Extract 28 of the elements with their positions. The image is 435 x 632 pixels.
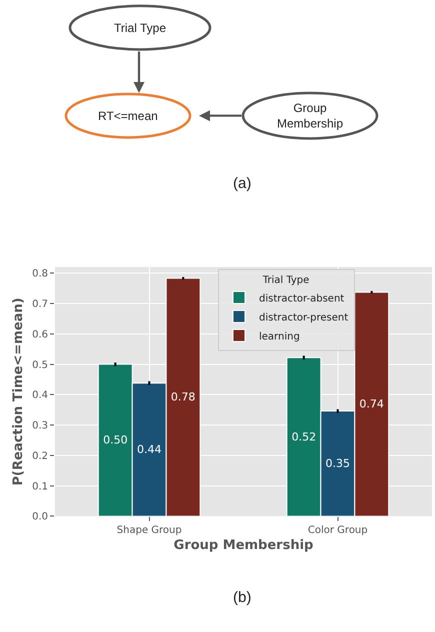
data-label: 0.52 xyxy=(292,430,316,444)
y-tick-label: 0.6 xyxy=(32,329,48,340)
data-label: 0.50 xyxy=(103,434,128,447)
y-tick-label: 0.2 xyxy=(32,450,48,462)
data-label: 0.44 xyxy=(137,443,162,456)
text: Trial Type xyxy=(114,21,166,35)
y-tick-label: 0.8 xyxy=(32,268,48,280)
data-label: 0.78 xyxy=(170,390,196,404)
y-tick-label: 0.4 xyxy=(32,390,48,402)
legend-label: distractor-absent xyxy=(259,293,344,304)
y-axis-title: P(Reaction Time<=mean) xyxy=(11,298,26,486)
x-axis-title: Group Membership xyxy=(174,538,314,553)
text: (b) xyxy=(233,589,252,606)
y-tick-label: 0.3 xyxy=(32,420,48,432)
text: (a) xyxy=(233,175,252,192)
y-tick-label: 0.0 xyxy=(32,512,48,523)
legend-label: learning xyxy=(259,331,300,342)
y-tick-label: 0.5 xyxy=(32,360,48,371)
text: RT<=mean xyxy=(98,109,158,123)
text: Group Membership xyxy=(277,101,344,131)
legend-label: distractor-present xyxy=(259,312,348,324)
data-label: 0.74 xyxy=(359,398,384,411)
data-label: 0.35 xyxy=(326,457,350,470)
x-tick-label: Shape Group xyxy=(116,525,182,536)
y-tick-label: 0.1 xyxy=(32,481,48,492)
legend-title: Trial Type xyxy=(262,274,310,286)
y-tick-label: 0.7 xyxy=(32,298,48,310)
x-tick-label: Color Group xyxy=(308,525,368,536)
